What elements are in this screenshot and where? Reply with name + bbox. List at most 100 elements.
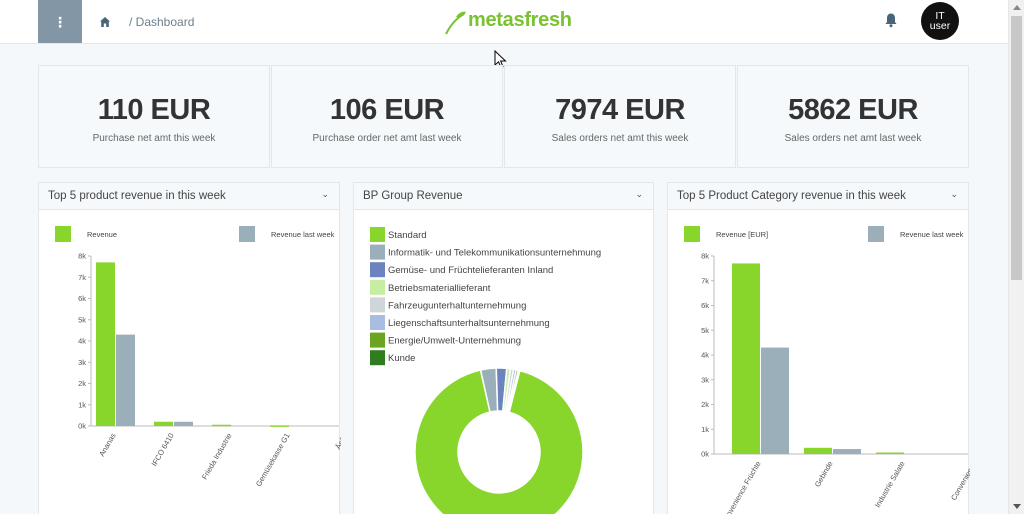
legend-label-revenue: Revenue [EUR] xyxy=(716,230,768,239)
chevron-down-icon[interactable]: ⌄ xyxy=(950,189,958,199)
y-tick-label: 8k xyxy=(701,252,709,261)
legend-label: Betriebsmateriallieferant xyxy=(388,283,491,294)
kpi-purchase-order-last-week[interactable]: 106 EUR Purchase order net amt last week xyxy=(271,65,503,168)
x-tick-label: Gemüsekasse G1 xyxy=(254,432,292,488)
kpi-label: Purchase net amt this week xyxy=(92,133,216,144)
card-top5-category-revenue: Top 5 Product Category revenue in this w… xyxy=(667,182,970,514)
card-header[interactable]: Top 5 Product Category revenue in this w… xyxy=(668,183,968,210)
menu-button[interactable]: ⋮ xyxy=(38,0,82,43)
y-tick-label: 3k xyxy=(701,375,709,384)
donut-slice xyxy=(507,369,521,414)
kpi-value: 5862 EUR xyxy=(788,94,918,126)
card-header[interactable]: Top 5 product revenue in this week ⌄ xyxy=(39,183,339,210)
legend-label: Informatik- und Telekommunikationsuntern… xyxy=(388,248,601,259)
scroll-thumb[interactable] xyxy=(1011,16,1022,280)
x-tick-label: Gebinde xyxy=(813,460,835,489)
legend-label: Standard xyxy=(388,230,427,241)
y-tick-label: 5k xyxy=(701,326,709,335)
legend-swatch-revenue-last-week xyxy=(239,226,255,242)
bar xyxy=(212,424,231,427)
bar xyxy=(833,449,861,454)
legend-label: Kunde xyxy=(388,353,415,364)
kpi-label: Sales orders net amt this week xyxy=(551,133,689,144)
bar xyxy=(116,334,135,426)
legend-swatch-revenue xyxy=(684,226,700,242)
leaf-icon xyxy=(445,11,466,35)
avatar-username: user xyxy=(929,20,951,32)
legend-swatch xyxy=(370,297,385,313)
y-tick-label: 2k xyxy=(78,379,86,388)
bar xyxy=(876,452,904,455)
donut-slice xyxy=(414,369,584,514)
y-tick-label: 1k xyxy=(701,425,709,434)
y-tick-label: 2k xyxy=(701,400,709,409)
avatar-initials: IT xyxy=(935,10,945,22)
home-icon[interactable] xyxy=(99,16,111,28)
kpi-value: 106 EUR xyxy=(329,94,445,126)
kpi-purchase-net-this-week[interactable]: 110 EUR Purchase net amt this week xyxy=(38,65,270,168)
kpi-sales-orders-this-week[interactable]: 7974 EUR Sales orders net amt this week xyxy=(504,65,736,168)
bar xyxy=(732,263,760,454)
card-top5-product-revenue: Top 5 product revenue in this week ⌄ Rev… xyxy=(38,182,341,514)
top-bar: ⋮ / Dashboard metasfresh IT user xyxy=(0,0,1008,44)
legend-label: Fahrzeugunterhaltunternehmung xyxy=(388,300,526,311)
legend-swatch xyxy=(370,227,385,242)
x-tick-label: Ananas xyxy=(97,431,118,458)
x-tick-label: Convenience Früchte xyxy=(719,460,762,514)
legend-label: Liegenschaftsunterhaltsunternehmung xyxy=(388,318,550,329)
bar xyxy=(154,421,173,426)
bar xyxy=(270,425,289,427)
scroll-down-icon[interactable] xyxy=(1013,504,1021,509)
legend-swatch xyxy=(370,315,385,330)
y-tick-label: 7k xyxy=(701,276,709,285)
bell-icon[interactable] xyxy=(884,12,898,28)
y-tick-label: 6k xyxy=(701,301,709,310)
kpi-label: Sales orders net amt last week xyxy=(784,133,922,144)
card-header[interactable]: BP Group Revenue ⌄ xyxy=(354,183,653,210)
legend-swatch xyxy=(370,350,385,366)
legend-swatch-revenue-last-week xyxy=(868,226,884,242)
y-tick-label: 7k xyxy=(78,273,86,282)
y-tick-label: 0k xyxy=(78,422,86,431)
legend-label-revenue-last-week: Revenue last week xyxy=(900,230,964,239)
scroll-up-icon[interactable] xyxy=(1013,5,1021,10)
legend-label: Energie/Umwelt-Unternehmung xyxy=(388,336,521,347)
legend-swatch xyxy=(370,332,385,348)
user-avatar[interactable]: IT user xyxy=(921,2,959,40)
x-tick-label: Frieda Industrie xyxy=(200,432,234,482)
y-tick-label: 4k xyxy=(78,337,86,346)
y-tick-label: 1k xyxy=(78,400,86,409)
x-tick-label: IFCO 6410 xyxy=(150,432,176,468)
y-tick-label: 0k xyxy=(701,450,709,459)
y-tick-label: 3k xyxy=(78,358,86,367)
metasfresh-logo[interactable]: metasfresh xyxy=(442,9,572,37)
y-tick-label: 4k xyxy=(701,351,709,360)
card-title: BP Group Revenue xyxy=(363,190,463,202)
legend-swatch xyxy=(370,262,385,278)
card-bp-group-revenue: BP Group Revenue ⌄ Standard Informatik- u… xyxy=(353,182,654,514)
legend-swatch-revenue xyxy=(55,226,71,242)
chevron-down-icon[interactable]: ⌄ xyxy=(321,189,329,199)
x-tick-label: Convenience xyxy=(949,460,970,502)
legend-swatch xyxy=(370,244,385,260)
donut-chart-bp-group: Standard Informatik- und Telekommunikatio… xyxy=(370,227,601,514)
x-tick-label: Industrie Salate xyxy=(873,460,907,510)
bar xyxy=(174,421,193,426)
bar xyxy=(761,347,789,454)
bar xyxy=(804,447,832,454)
bar xyxy=(96,262,115,426)
kpi-label: Purchase order net amt last week xyxy=(312,133,462,144)
x-tick-label: Äpfel xyxy=(333,431,341,451)
page-scrollbar[interactable] xyxy=(1008,0,1024,514)
breadcrumb[interactable]: / Dashboard xyxy=(129,15,195,29)
kpi-value: 7974 EUR xyxy=(555,94,685,126)
bar-chart-product-revenue: Revenue Revenue last week 0k 1k 2k 3k 4k 5k 6k 7k… xyxy=(55,226,341,488)
legend-swatch xyxy=(370,279,385,295)
card-title: Top 5 product revenue in this week xyxy=(48,190,226,202)
kpi-sales-orders-last-week[interactable]: 5862 EUR Sales orders net amt last week xyxy=(737,65,969,168)
card-title: Top 5 Product Category revenue in this w… xyxy=(677,190,906,202)
chevron-down-icon[interactable]: ⌄ xyxy=(635,189,643,199)
bar-chart-category-revenue: Revenue [EUR] Revenue last week 0k 1k 2k 3k 4k… xyxy=(684,226,970,514)
legend-label: Gemüse- und Früchtelieferanten Inland xyxy=(388,265,553,276)
logo-text: metasfresh xyxy=(468,9,572,31)
